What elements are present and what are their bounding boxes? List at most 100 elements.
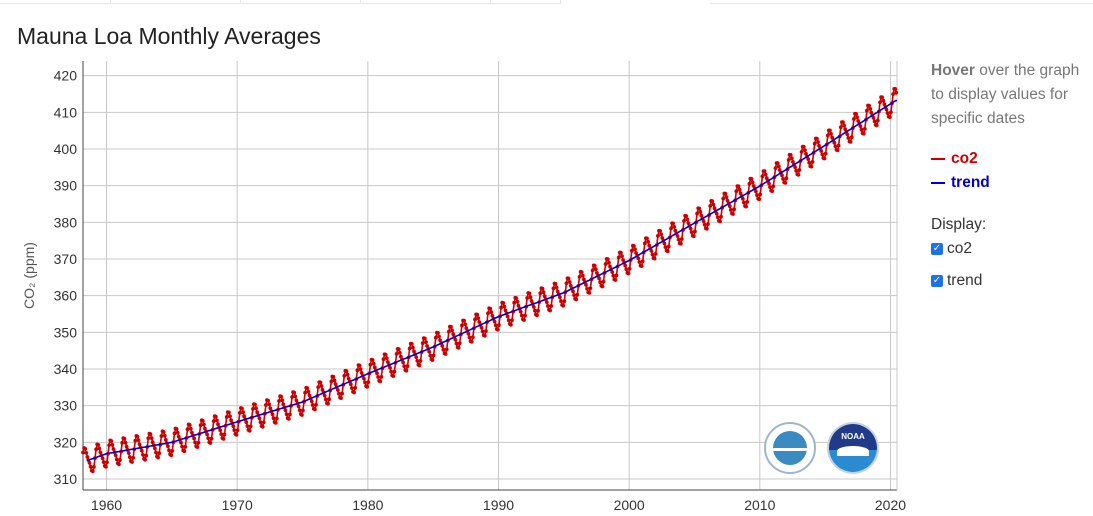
co2-point	[561, 303, 566, 308]
co2-point	[424, 340, 428, 344]
co2-point	[456, 346, 461, 350]
co2-point	[335, 388, 340, 392]
co2-point	[476, 316, 481, 321]
co2-point	[646, 239, 650, 244]
co2-point	[193, 440, 198, 445]
co2-point	[874, 123, 879, 128]
co2-point	[719, 214, 723, 219]
co2-point	[527, 291, 532, 296]
co2-point	[412, 349, 416, 354]
checkbox-co2[interactable]: ✓	[931, 243, 943, 255]
co2-point	[747, 181, 752, 186]
x-tick-label: 2010	[744, 497, 775, 513]
co2-point	[893, 87, 898, 91]
co2-point	[767, 181, 771, 186]
co2-point	[237, 411, 242, 415]
co2-chart[interactable]: 310 320 330 340 350 360 370 380 390 400 410 420 1960…	[0, 0, 930, 516]
co2-point	[133, 438, 138, 443]
co2-point	[479, 325, 484, 330]
display-option-trend[interactable]: ✓ trend	[931, 269, 1091, 293]
y-tick-label: 350	[54, 324, 78, 340]
co2-point	[436, 331, 440, 335]
co2-point	[392, 369, 397, 374]
display-option-co2-label: co2	[947, 240, 972, 257]
co2-point	[564, 281, 569, 286]
page-title: Mauna Loa Monthly Averages	[17, 23, 321, 49]
co2-point	[279, 394, 284, 399]
co2-point	[247, 428, 252, 433]
co2-point	[428, 353, 433, 358]
co2-point	[350, 386, 354, 390]
co2-point	[529, 299, 534, 303]
co2-point	[675, 234, 680, 238]
y-tick-label: 340	[54, 361, 78, 377]
co2-point	[466, 331, 471, 336]
co2-point	[794, 168, 799, 173]
co2-point	[425, 344, 429, 348]
co2-point	[326, 401, 330, 406]
co2-point	[518, 309, 523, 314]
checkbox-trend[interactable]: ✓	[931, 275, 943, 287]
co2-point	[724, 195, 729, 200]
co2-point	[662, 241, 667, 246]
co2-point	[652, 256, 657, 261]
co2-point	[92, 465, 96, 469]
co2-point	[375, 371, 379, 376]
co2-point	[838, 125, 843, 130]
co2-point	[124, 444, 129, 449]
co2-point	[118, 458, 122, 462]
co2-point	[137, 442, 142, 447]
tab[interactable]	[110, 0, 241, 4]
co2-point	[463, 322, 468, 327]
co2-point	[757, 197, 762, 202]
tab[interactable]	[0, 0, 111, 4]
co2-point	[404, 368, 409, 373]
co2-point	[682, 219, 686, 223]
co2-point	[397, 350, 402, 355]
co2-point	[829, 131, 833, 136]
co2-point	[519, 313, 524, 318]
co2-point	[440, 344, 445, 348]
co2-point	[431, 353, 436, 358]
co2-point	[245, 424, 250, 428]
y-tick-label: 320	[54, 434, 78, 450]
co2-point	[113, 453, 118, 458]
co2-point	[109, 439, 114, 443]
hover-hint-bold: Hover	[931, 62, 975, 79]
co2-point	[623, 263, 628, 268]
co2-point	[196, 440, 201, 445]
co2-point	[488, 306, 493, 311]
co2-point	[107, 443, 111, 447]
co2-point	[198, 423, 203, 428]
co2-point	[624, 267, 629, 272]
co2-point	[270, 412, 275, 417]
co2-point	[222, 432, 227, 437]
tab[interactable]	[240, 0, 361, 4]
co2-point	[482, 333, 487, 338]
co2-point	[437, 334, 441, 339]
co2-point	[786, 158, 791, 162]
co2-point	[161, 430, 166, 434]
tab[interactable]	[360, 0, 491, 4]
co2-point	[228, 414, 232, 419]
co2-point	[462, 318, 466, 323]
co2-point	[549, 304, 554, 308]
co2-point	[290, 395, 294, 399]
logo-wave	[773, 448, 807, 451]
co2-line	[82, 88, 898, 473]
co2-point	[881, 98, 886, 103]
co2-point	[587, 291, 592, 295]
co2-point	[684, 214, 689, 218]
co2-point	[678, 241, 683, 246]
co2-point	[179, 440, 183, 445]
co2-point	[314, 402, 318, 407]
co2-point	[544, 300, 549, 304]
co2-point	[540, 286, 545, 291]
co2-point	[868, 107, 873, 111]
co2-point	[580, 273, 585, 278]
display-option-co2[interactable]: ✓ co2	[931, 237, 1091, 261]
legend-label-trend: trend	[951, 174, 990, 191]
co2-point	[407, 346, 412, 351]
tab[interactable]	[710, 0, 1093, 4]
tab[interactable]	[490, 0, 561, 4]
